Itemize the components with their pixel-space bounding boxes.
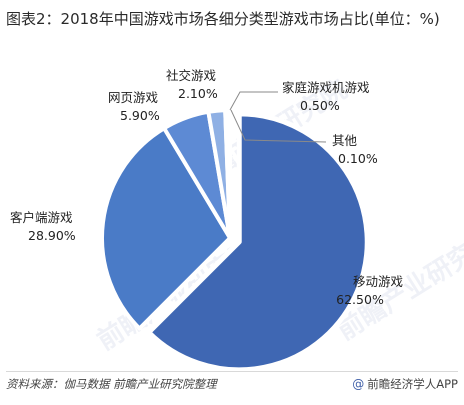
slice-name-label: 社交游戏 — [166, 68, 216, 83]
slice-name-label: 客户端游戏 — [10, 210, 73, 225]
leader-line — [230, 109, 327, 143]
pie-slice-0 — [146, 111, 370, 373]
footer-divider — [6, 371, 458, 372]
slice-value-label: 0.10% — [338, 151, 378, 166]
leader-lines-group — [229, 91, 327, 143]
data-labels-group: 移动游戏 62.50% 客户端游戏 28.90% 网页游戏 5.90% 社交游戏 2.10% 家… — [10, 68, 403, 307]
chart-title: 图表2：2018年中国游戏市场各细分类型游戏市场占比(单位：%) — [6, 10, 440, 28]
slice-value-label: 62.50% — [336, 292, 384, 307]
brand-credit: @ 前瞻经济学人APP — [352, 376, 458, 392]
pie-slice-1 — [100, 126, 232, 331]
brand-label: 前瞻经济学人APP — [367, 377, 458, 391]
slice-value-label: 2.10% — [178, 86, 218, 101]
slice-name-label: 移动游戏 — [353, 274, 403, 289]
pie-slice-5 — [227, 108, 232, 240]
slice-name-label: 家庭游戏机游戏 — [282, 80, 370, 95]
leader-line — [229, 91, 278, 111]
slice-name-label: 网页游戏 — [108, 90, 158, 105]
slice-value-label: 28.90% — [28, 228, 76, 243]
at-icon: @ — [352, 377, 365, 391]
slice-name-label: 其他 — [332, 133, 358, 148]
source-note: 资料来源：伽马数据 前瞻产业研究院整理 — [6, 377, 217, 391]
slice-value-label: 0.50% — [300, 98, 340, 113]
slice-value-label: 5.90% — [120, 108, 160, 123]
pie-slices-group — [100, 108, 370, 373]
